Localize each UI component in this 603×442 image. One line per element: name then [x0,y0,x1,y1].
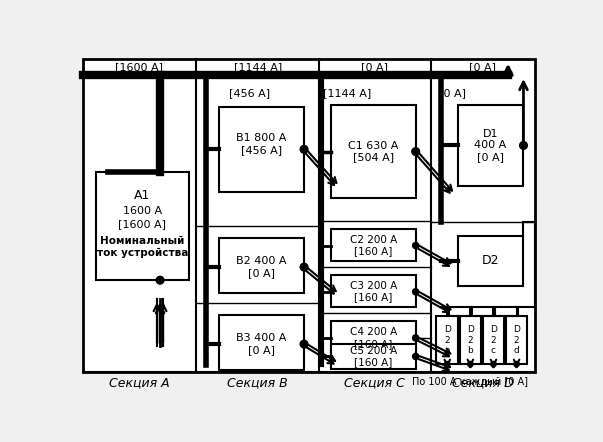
Text: [1600 А]: [1600 А] [115,62,163,72]
Text: C4 200 А
[160 А]: C4 200 А [160 А] [350,327,397,349]
Bar [506,316,528,364]
Text: По 100 А каждый [0 А]: По 100 А каждый [0 А] [412,376,528,386]
Circle shape [412,148,420,156]
Circle shape [412,335,418,341]
Circle shape [412,243,418,248]
Circle shape [444,362,450,367]
Bar [482,316,504,364]
Text: [1144 А]: [1144 А] [234,62,282,72]
Text: [1144 А]: [1144 А] [323,88,371,98]
Text: C2 200 А
[160 А]: C2 200 А [160 А] [350,235,397,256]
Text: 1600 А: 1600 А [123,206,162,216]
Bar [219,238,304,293]
Circle shape [468,362,473,367]
Text: D1
400 А
[0 А]: D1 400 А [0 А] [474,129,507,162]
Bar [437,316,458,364]
Bar [459,316,481,364]
Text: Номинальный: Номинальный [100,236,185,246]
Text: Секция B: Секция B [227,376,288,389]
Circle shape [520,141,528,149]
Circle shape [514,362,519,367]
Text: C3 200 А
[160 А]: C3 200 А [160 А] [350,281,397,302]
Text: A1: A1 [134,189,151,202]
Text: Секция A: Секция A [109,376,169,389]
Circle shape [412,353,418,359]
Text: ток устройства: ток устройства [96,248,188,258]
Text: Секция C: Секция C [344,376,405,389]
Bar [331,105,415,198]
Text: D2: D2 [482,255,499,267]
Bar [331,229,415,261]
Circle shape [300,145,308,153]
Bar [458,105,523,186]
Circle shape [300,263,308,271]
Text: [0 А]: [0 А] [469,62,496,72]
Circle shape [412,289,418,295]
Circle shape [156,276,164,284]
Bar [331,275,415,307]
Circle shape [491,362,496,367]
Text: B3 400 А
[0 А]: B3 400 А [0 А] [236,333,287,355]
Text: D
2
b: D 2 b [467,325,474,355]
Text: B2 400 А
[0 А]: B2 400 А [0 А] [236,256,287,278]
Text: [456 А]: [456 А] [229,88,271,98]
Bar [458,236,523,286]
Text: [0 А]: [0 А] [361,62,388,72]
Text: Секция D: Секция D [452,376,514,389]
Text: D
2
a: D 2 a [444,325,450,355]
Text: C1 630 А
[504 А]: C1 630 А [504 А] [348,141,399,162]
Bar [219,315,304,370]
Text: B1 800 А
[456 А]: B1 800 А [456 А] [236,133,287,155]
Bar [219,107,304,192]
Text: D
2
d: D 2 d [513,325,520,355]
Bar [96,172,189,280]
Circle shape [300,340,308,348]
Text: C5 200 А
[160 А]: C5 200 А [160 А] [350,346,397,367]
Text: [1600 А]: [1600 А] [118,219,166,229]
Bar [331,321,415,353]
Text: [0 А]: [0 А] [439,88,466,98]
Bar [331,344,415,369]
Text: D
2
c: D 2 c [490,325,497,355]
